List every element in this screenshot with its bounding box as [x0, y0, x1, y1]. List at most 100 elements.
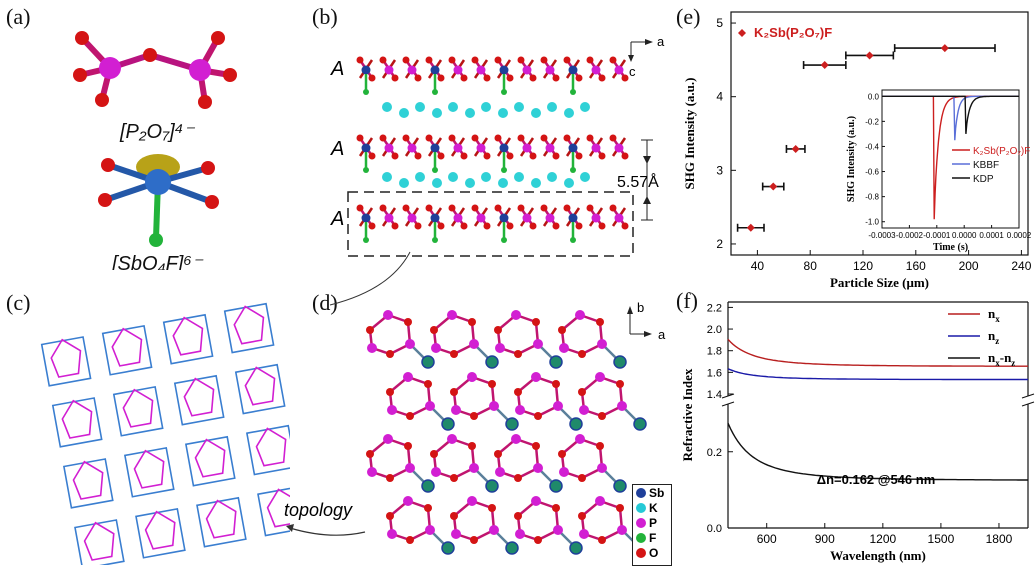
y-tick-label: 2 — [716, 237, 723, 251]
structure-unit — [514, 496, 583, 555]
legend-item: P — [636, 515, 671, 530]
k-ion — [547, 172, 557, 182]
birefringence-annotation: Δn=0.162 @546 nm — [817, 472, 936, 487]
axis-break-mark — [1021, 401, 1035, 407]
connector-arrow — [329, 251, 411, 306]
inset-x-tick-label: -0.0001 — [923, 231, 951, 240]
axis-label-a-d: a — [658, 327, 666, 342]
structure-unit — [514, 372, 583, 431]
topology-label: topology — [284, 500, 353, 520]
structure-unit — [430, 434, 499, 493]
k-ion — [382, 172, 392, 182]
molecule-panel-a: [P₂O₇]⁴⁻ [SbO₄F]⁶⁻ — [73, 31, 237, 270]
k-ion — [382, 102, 392, 112]
x-tick-label: 900 — [815, 532, 835, 546]
k-ion — [415, 172, 425, 182]
series-line — [727, 422, 1028, 481]
legend-label: nz — [988, 328, 999, 346]
axis-label-b: b — [637, 300, 644, 315]
k-ion — [415, 102, 425, 112]
layer-2 — [356, 134, 629, 173]
network-pentagon — [144, 510, 176, 550]
layer-1 — [356, 56, 629, 95]
x-tick-label: 1500 — [928, 532, 955, 546]
legend-label: K — [649, 500, 658, 515]
inset-frame — [881, 89, 1020, 229]
inset-series-line — [882, 95, 1019, 134]
crystal-layer-d: b a — [366, 300, 666, 555]
data-point — [736, 223, 765, 232]
y-tick-label: 4 — [716, 90, 723, 104]
y-tick-label: 5 — [716, 16, 723, 30]
layer-label-3: A — [330, 208, 344, 230]
network-square — [112, 385, 164, 437]
inset-x-tick-label: 0.0002 — [1007, 231, 1032, 240]
network-pentagon — [122, 388, 154, 428]
network-pentagon — [194, 438, 226, 478]
k-ion — [498, 108, 508, 118]
k-ion — [481, 102, 491, 112]
structure-unit — [558, 310, 627, 369]
k-ion — [465, 178, 475, 188]
inset-legend-label: K₂Sb(P₂O₇)F — [973, 146, 1030, 157]
legend-item: O — [636, 545, 671, 560]
network-pentagon — [205, 499, 237, 539]
inset-legend-label: KDP — [973, 174, 994, 185]
panel-letter-f: (f) — [676, 288, 698, 313]
network-square — [51, 397, 103, 448]
axes-icon-b — [628, 39, 653, 62]
plot-frame — [730, 11, 1029, 256]
inset-y-tick-label: 0.0 — [868, 92, 880, 101]
axis-break-mark — [721, 393, 735, 399]
panel-letter-e: (e) — [676, 4, 701, 29]
k-ion — [531, 178, 541, 188]
element-legend: Sb K P F O — [632, 484, 672, 566]
structure-unit — [430, 310, 499, 369]
panel-letter-d: (d) — [312, 290, 338, 315]
network-square — [196, 496, 247, 548]
series-line — [727, 338, 1028, 367]
k-ion — [399, 108, 409, 118]
network-pentagon — [50, 338, 82, 378]
k-ion — [399, 178, 409, 188]
network-pentagon — [61, 399, 93, 439]
sbo4f-structure — [98, 154, 219, 247]
k-ion — [514, 172, 524, 182]
data-point — [845, 51, 895, 60]
x-tick-label: 160 — [906, 259, 926, 273]
panel-letter-b: (b) — [312, 4, 338, 29]
k-ion — [564, 178, 574, 188]
network-pentagon — [244, 366, 276, 406]
structure-unit — [386, 496, 455, 555]
panel-letter-a: (a) — [6, 4, 31, 29]
inset-x-tick-label: -0.0002 — [896, 231, 924, 240]
network-square — [173, 374, 225, 426]
x-tick-label: 1200 — [869, 532, 896, 546]
k-ion — [448, 102, 458, 112]
y-tick-label: 1.4 — [707, 389, 722, 401]
x-tick-label: 120 — [853, 259, 873, 273]
network-square — [40, 336, 92, 387]
structure-unit — [494, 310, 563, 369]
legend-label: O — [649, 545, 659, 560]
x-tick-label: 240 — [1011, 259, 1031, 273]
anion-label-sbo4f: [SbO₄F]⁶⁻ — [111, 253, 204, 270]
structure-unit — [366, 310, 435, 369]
axis-label-c: c — [629, 64, 636, 79]
y-tick-label: 1.8 — [707, 346, 722, 358]
inset-y-tick-label: -0.6 — [865, 168, 879, 177]
legend-label: Sb — [649, 485, 665, 500]
structure-unit — [450, 496, 519, 555]
topology-arrows — [286, 251, 411, 536]
network-pentagon — [172, 316, 204, 356]
x-tick-label: 1800 — [986, 532, 1013, 546]
y-tick-label: 2.0 — [707, 324, 722, 336]
k-ion — [432, 178, 442, 188]
inset-x-tick-label: 0.0000 — [952, 231, 977, 240]
network-pentagon — [233, 305, 265, 345]
x-tick-label: 600 — [757, 532, 777, 546]
legend-marker — [738, 29, 746, 37]
layer-spacing-label: 5.57Å — [617, 172, 659, 191]
axis-break-mark — [721, 401, 735, 407]
y-axis-label: Refractive Index — [680, 368, 695, 461]
